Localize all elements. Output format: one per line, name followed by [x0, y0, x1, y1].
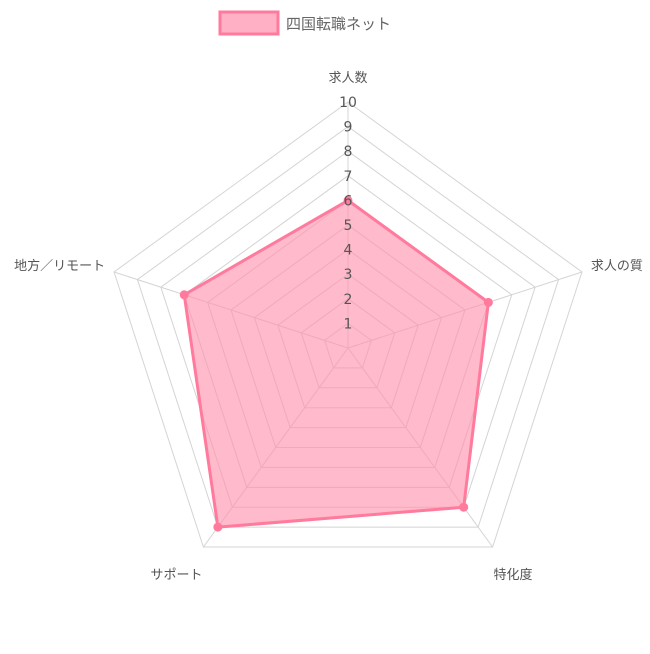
tick-labels: 1 2 3 4 5 6 7 8 9 10 [339, 95, 357, 332]
legend[interactable]: 四国転職ネット [218, 10, 391, 36]
tick-label: 6 [344, 193, 353, 209]
tick-label: 10 [339, 95, 357, 111]
axis-label: 求人の質 [591, 259, 643, 274]
tick-label: 9 [344, 120, 353, 136]
series-area[interactable] [182, 198, 490, 529]
legend-swatch[interactable] [218, 10, 280, 36]
series-point[interactable] [179, 290, 189, 300]
series-point[interactable] [343, 195, 353, 205]
tick-label: 7 [344, 169, 353, 185]
legend-label[interactable]: 四国転職ネット [286, 15, 391, 33]
axis-label: 特化度 [494, 567, 533, 583]
tick-label: 4 [344, 243, 353, 259]
tick-label: 2 [344, 292, 353, 308]
series-layer [179, 195, 493, 532]
grid-ring [113, 101, 583, 548]
tick-label: 3 [344, 267, 353, 283]
tick-label: 8 [344, 144, 353, 160]
tick-label: 5 [344, 218, 353, 234]
axis-label: 地方／リモート [14, 258, 105, 274]
axis-label: サポート [150, 568, 202, 583]
tick-label: 1 [344, 316, 353, 332]
grid-ring [136, 125, 560, 528]
series-point[interactable] [213, 522, 223, 532]
series-point[interactable] [483, 297, 493, 307]
series-point[interactable] [459, 502, 469, 512]
axis-label: 求人数 [328, 71, 367, 86]
